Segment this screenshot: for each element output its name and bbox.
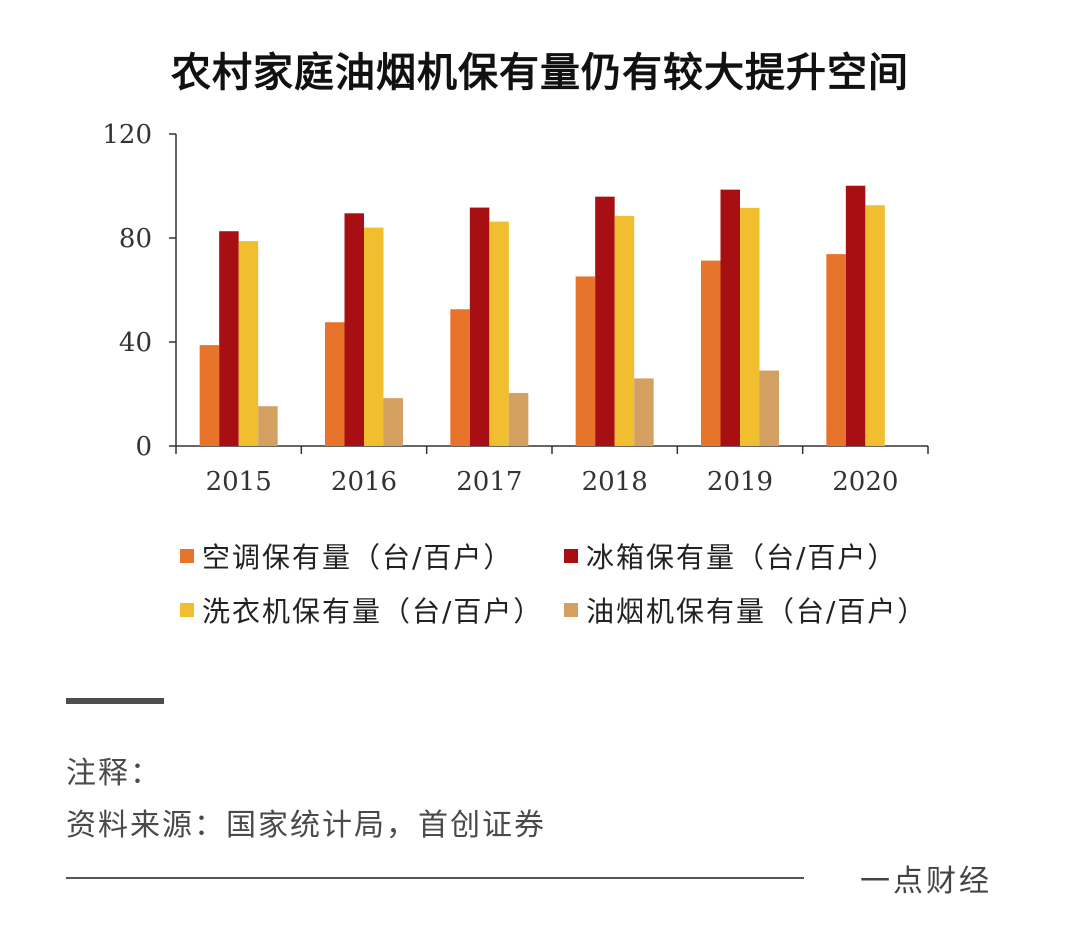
y-tick-label: 80: [119, 224, 152, 254]
y-tick-label: 40: [119, 328, 152, 358]
legend-item-hood: 油烟机保有量（台/百户）: [564, 590, 927, 630]
footer-brand: 一点财经: [860, 864, 992, 899]
bar-2019-series-3: [740, 207, 760, 446]
legend-swatch-hood: [564, 603, 578, 617]
notes-label: 注释：: [66, 756, 162, 791]
section-divider: [66, 698, 164, 704]
source-note: 资料来源：国家统计局，首创证券: [66, 808, 546, 843]
legend-label-ac: 空调保有量（台/百户）: [202, 541, 514, 574]
y-tick-label: 0: [135, 432, 152, 462]
legend-label-washer: 洗衣机保有量（台/百户）: [202, 595, 544, 628]
bar-2015-series-1: [199, 345, 220, 446]
bar-2015-series-2: [219, 231, 239, 446]
bar-2018-series-4: [634, 378, 654, 446]
x-tick-label: 2016: [331, 467, 397, 497]
legend-swatch-washer: [180, 603, 194, 617]
bar-2018-series-1: [575, 276, 596, 446]
bar-2020-series-3: [865, 205, 885, 446]
bar-2016-series-4: [383, 398, 403, 446]
bar-2016-series-1: [325, 322, 345, 446]
bar-2019-series-2: [720, 189, 740, 446]
y-tick-label: 120: [102, 120, 152, 150]
legend-label-fridge: 冰箱保有量（台/百户）: [586, 541, 898, 574]
legend-swatch-ac: [180, 549, 194, 563]
chart-title: 农村家庭油烟机保有量仍有较大提升空间: [171, 50, 909, 96]
x-tick-label: 2020: [832, 467, 898, 497]
bar-2018-series-3: [614, 215, 635, 446]
bar-2020-series-2: [845, 185, 866, 447]
bar-2015-series-3: [238, 241, 259, 446]
x-tick-label: 2019: [707, 467, 773, 497]
bar-2019-series-4: [759, 370, 779, 446]
bar-2017-series-3: [489, 221, 509, 446]
x-tick-label: 2017: [456, 467, 522, 497]
bar-2017-series-1: [450, 309, 470, 446]
legend-item-fridge: 冰箱保有量（台/百户）: [564, 536, 897, 576]
bar-2017-series-4: [508, 392, 529, 446]
bar-2016-series-2: [344, 213, 364, 446]
x-tick-label: 2018: [582, 467, 648, 497]
legend-swatch-fridge: [564, 549, 578, 563]
legend-label-hood: 油烟机保有量（台/百户）: [586, 595, 928, 628]
bar-2020-series-1: [826, 254, 846, 446]
bar-2017-series-2: [469, 207, 490, 446]
x-tick-label: 2015: [206, 467, 272, 497]
legend-item-washer: 洗衣机保有量（台/百户）: [180, 590, 543, 630]
bar-chart: 0 40 80 120 2015 2016 2017 2018 2019 2020: [102, 120, 929, 497]
bar-2015-series-4: [258, 406, 278, 446]
bar-2019-series-1: [701, 260, 721, 446]
bar-2018-series-2: [595, 196, 615, 446]
bar-2016-series-3: [364, 227, 384, 446]
footer-divider: [66, 877, 804, 879]
legend-item-ac: 空调保有量（台/百户）: [180, 536, 513, 576]
